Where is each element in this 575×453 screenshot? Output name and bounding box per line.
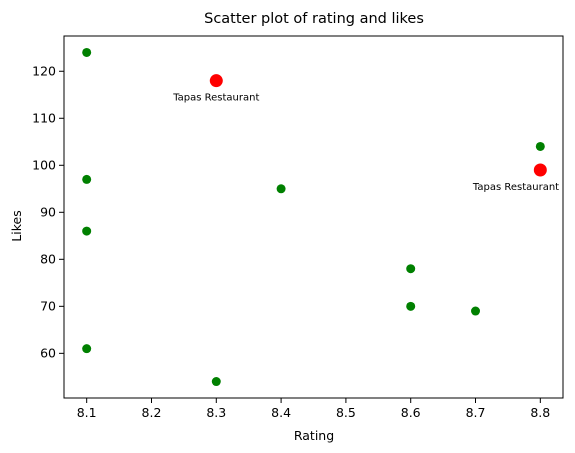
y-axis-label: Likes (9, 210, 24, 241)
scatter-point (82, 174, 92, 184)
highlight-point (533, 163, 547, 177)
y-tick-label: 60 (40, 345, 56, 360)
scatter-point (406, 301, 416, 311)
x-tick-label: 8.6 (401, 405, 421, 420)
x-tick-label: 8.7 (466, 405, 486, 420)
scatter-point (82, 226, 92, 236)
highlight-point (209, 74, 223, 88)
scatter-point (82, 344, 92, 354)
point-layer (82, 47, 547, 387)
y-tick-label: 80 (40, 251, 56, 266)
scatter-point (82, 47, 92, 57)
x-tick-label: 8.5 (336, 405, 356, 420)
y-tick-label: 70 (40, 298, 56, 313)
scatter-point (406, 264, 416, 274)
x-axis-label: Rating (294, 428, 334, 443)
x-tick-label: 8.1 (77, 405, 97, 420)
scatter-point (471, 306, 481, 316)
chart-title: Scatter plot of rating and likes (204, 11, 424, 27)
x-tick-label: 8.2 (142, 405, 162, 420)
y-tick-label: 90 (40, 204, 56, 219)
y-tick-label: 120 (32, 63, 56, 78)
x-tick-label: 8.8 (530, 405, 550, 420)
scatter-point (535, 141, 545, 151)
scatter-point (211, 377, 221, 387)
point-annotation: Tapas Restaurant (472, 182, 559, 193)
y-tick-label: 110 (32, 110, 56, 125)
tick-layer: 8.1 8.2 8.3 8.4 8.5 8.6 8.7 8.8 60 70 80 90 100 110 12… (32, 63, 550, 420)
x-tick-label: 8.4 (271, 405, 291, 420)
scatter-point (276, 184, 286, 194)
y-tick-label: 100 (32, 157, 56, 172)
annotation-layer: Tapas Restaurant Tapas Restaurant (172, 93, 559, 193)
plot-frame (63, 35, 564, 399)
point-annotation: Tapas Restaurant (172, 93, 259, 104)
x-tick-label: 8.3 (206, 405, 226, 420)
